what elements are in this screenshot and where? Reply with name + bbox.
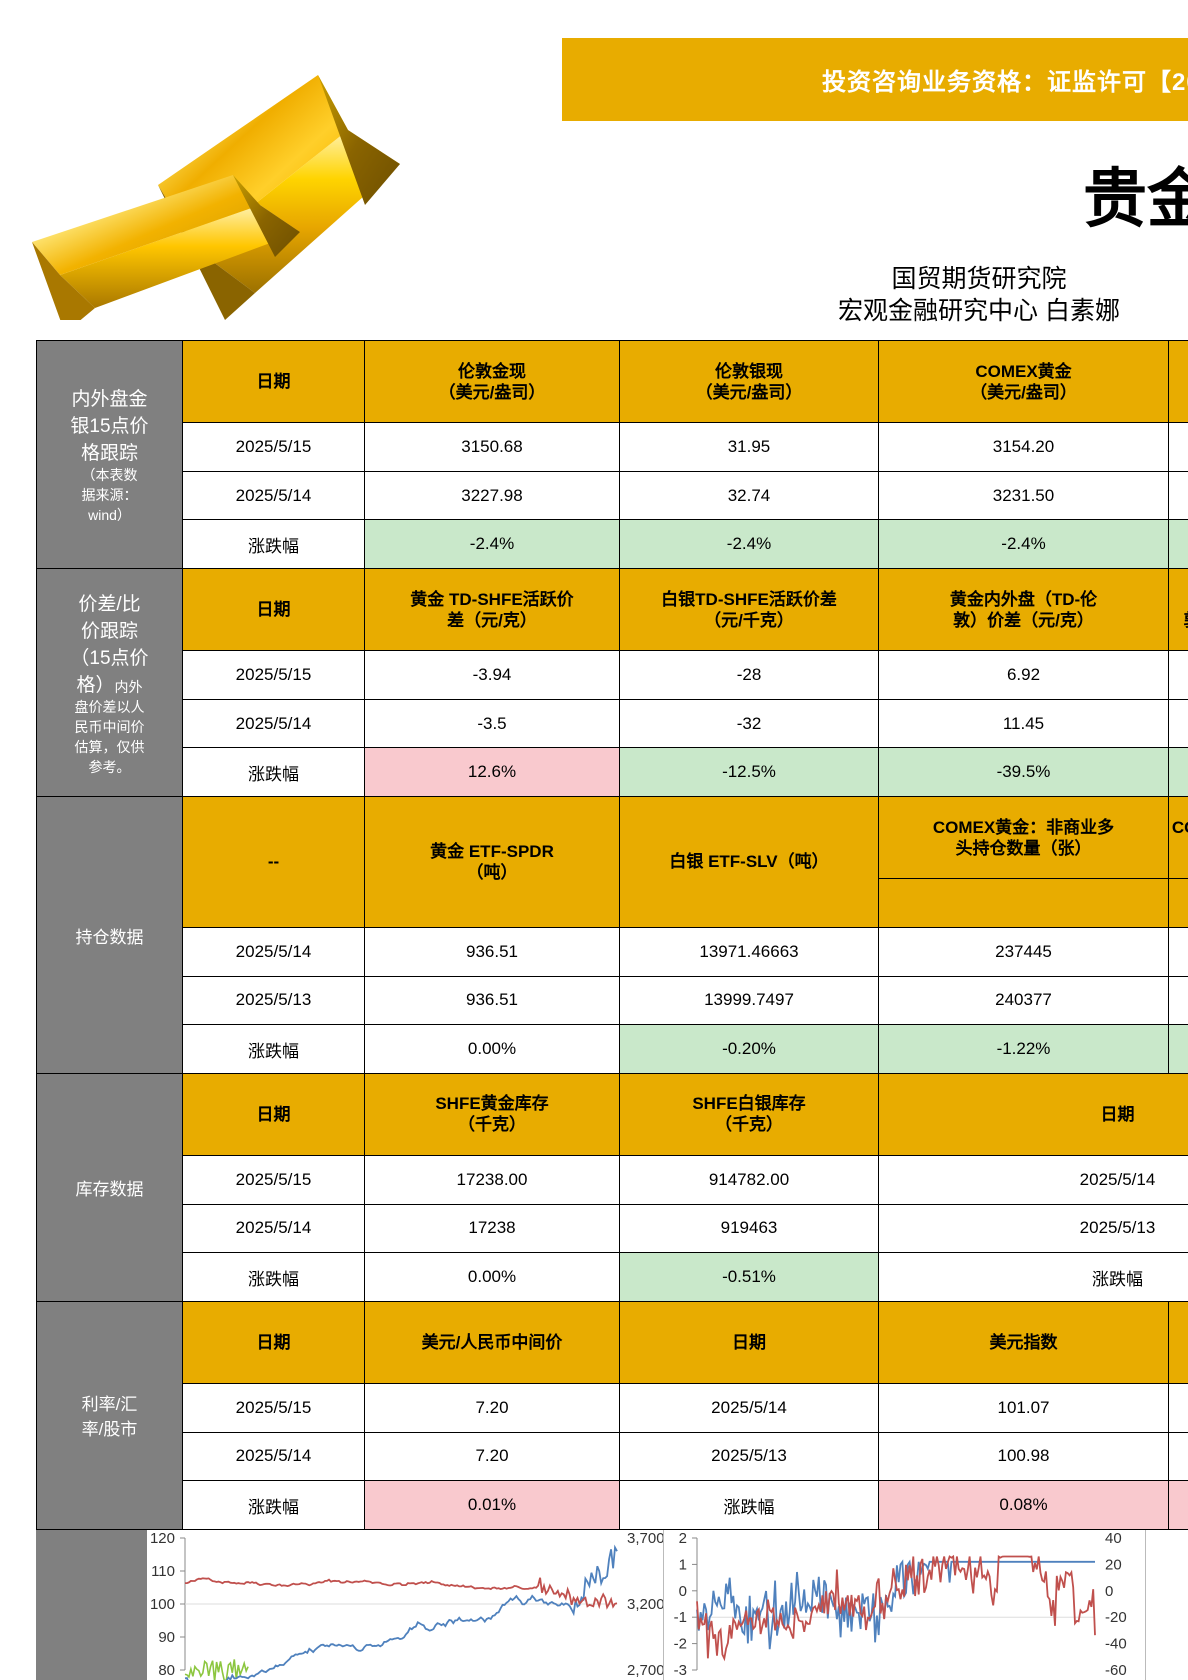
svg-text:0: 0: [1105, 1583, 1113, 1600]
svg-text:2: 2: [679, 1530, 687, 1547]
svg-text:20: 20: [1105, 1556, 1122, 1573]
svg-text:2,700: 2,700: [627, 1662, 663, 1679]
svg-text:-60: -60: [1105, 1662, 1127, 1679]
svg-text:-40: -40: [1105, 1636, 1127, 1653]
svg-text:80: 80: [158, 1662, 175, 1679]
svg-text:110: 110: [151, 1563, 175, 1580]
svg-text:0: 0: [679, 1583, 687, 1600]
svg-text:-20: -20: [1105, 1609, 1127, 1626]
svg-text:3,200: 3,200: [627, 1596, 663, 1613]
svg-text:120: 120: [150, 1530, 175, 1547]
svg-text:40: 40: [1105, 1530, 1122, 1547]
svg-text:3,700: 3,700: [627, 1530, 663, 1547]
svg-text:-3: -3: [674, 1662, 687, 1679]
svg-text:-1: -1: [674, 1609, 687, 1626]
svg-text:1: 1: [679, 1556, 687, 1573]
svg-text:90: 90: [158, 1629, 175, 1646]
svg-text:100: 100: [150, 1596, 175, 1613]
svg-text:-2: -2: [674, 1636, 687, 1653]
